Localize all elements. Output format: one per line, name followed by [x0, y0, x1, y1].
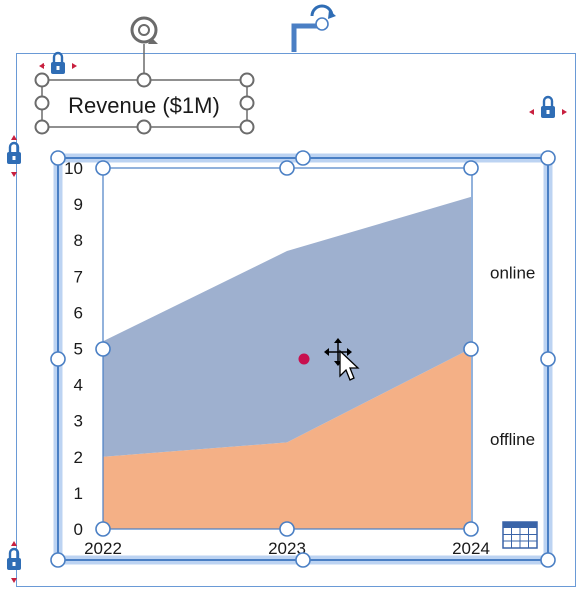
y-tick-label: 1	[74, 484, 83, 503]
y-tick-label: 8	[74, 231, 83, 250]
chart-title[interactable]: Revenue ($1M)	[68, 93, 220, 118]
title-resize-handle[interactable]	[34, 95, 50, 111]
resize-handle[interactable]	[95, 521, 111, 537]
title-resize-handle[interactable]	[34, 72, 50, 88]
resize-handle[interactable]	[463, 341, 479, 357]
y-tick-label: 2	[74, 448, 83, 467]
y-axis: 0 1 2 3 4 5 6 7 8 9 10	[64, 159, 83, 539]
title-handles[interactable]	[34, 72, 255, 135]
resize-handle[interactable]	[95, 341, 111, 357]
resize-handle[interactable]	[463, 160, 479, 176]
x-tick-label: 2024	[452, 539, 490, 558]
table-icon[interactable]	[502, 521, 538, 549]
area-series-online[interactable]	[103, 196, 471, 457]
plot-frame-handles[interactable]	[95, 160, 479, 537]
lock-icon[interactable]	[39, 51, 77, 74]
lock-icon[interactable]	[7, 135, 21, 177]
y-tick-label: 5	[74, 340, 83, 359]
rotate-connector	[291, 23, 318, 52]
lock-icon[interactable]	[7, 541, 21, 583]
resize-handle[interactable]	[95, 160, 111, 176]
anchor-point[interactable]	[298, 353, 310, 365]
selection-handles[interactable]	[50, 150, 556, 568]
pointer-cursor-icon	[339, 349, 360, 381]
rotate-icon[interactable]	[310, 4, 336, 19]
resize-handle[interactable]	[295, 150, 311, 166]
title-resize-handle[interactable]	[34, 119, 50, 135]
resize-handle[interactable]	[295, 552, 311, 568]
title-resize-handle[interactable]	[239, 119, 255, 135]
connector-handle[interactable]	[315, 17, 329, 31]
series-label-online: online	[490, 264, 535, 283]
resize-handle[interactable]	[50, 150, 66, 166]
lock-icon[interactable]	[529, 95, 567, 118]
resize-handle[interactable]	[540, 552, 556, 568]
resize-handle[interactable]	[279, 160, 295, 176]
plot-area	[103, 196, 471, 530]
title-rotate-icon[interactable]	[130, 16, 158, 44]
y-tick-label: 0	[74, 520, 83, 539]
resize-handle[interactable]	[279, 521, 295, 537]
y-tick-label: 9	[74, 195, 83, 214]
title-resize-handle[interactable]	[239, 95, 255, 111]
y-tick-label: 3	[74, 412, 83, 431]
series-label-offline: offline	[490, 430, 535, 449]
y-tick-label: 6	[74, 303, 83, 322]
resize-handle[interactable]	[50, 351, 66, 367]
y-tick-label: 4	[74, 376, 83, 395]
resize-handle[interactable]	[540, 150, 556, 166]
title-resize-handle[interactable]	[136, 72, 152, 88]
outer-frame	[16, 53, 576, 587]
title-resize-handle[interactable]	[136, 119, 152, 135]
area-series-offline[interactable]	[103, 348, 471, 530]
y-tick-label: 10	[64, 159, 83, 178]
y-tick-label: 7	[74, 267, 83, 286]
x-tick-label: 2022	[84, 539, 122, 558]
series-labels: offline online	[490, 264, 535, 449]
resize-handle[interactable]	[463, 521, 479, 537]
x-axis: 2022 2023 2024	[84, 539, 490, 558]
x-tick-label: 2023	[268, 539, 306, 558]
resize-handle[interactable]	[50, 552, 66, 568]
resize-handle[interactable]	[540, 351, 556, 367]
title-resize-handle[interactable]	[239, 72, 255, 88]
